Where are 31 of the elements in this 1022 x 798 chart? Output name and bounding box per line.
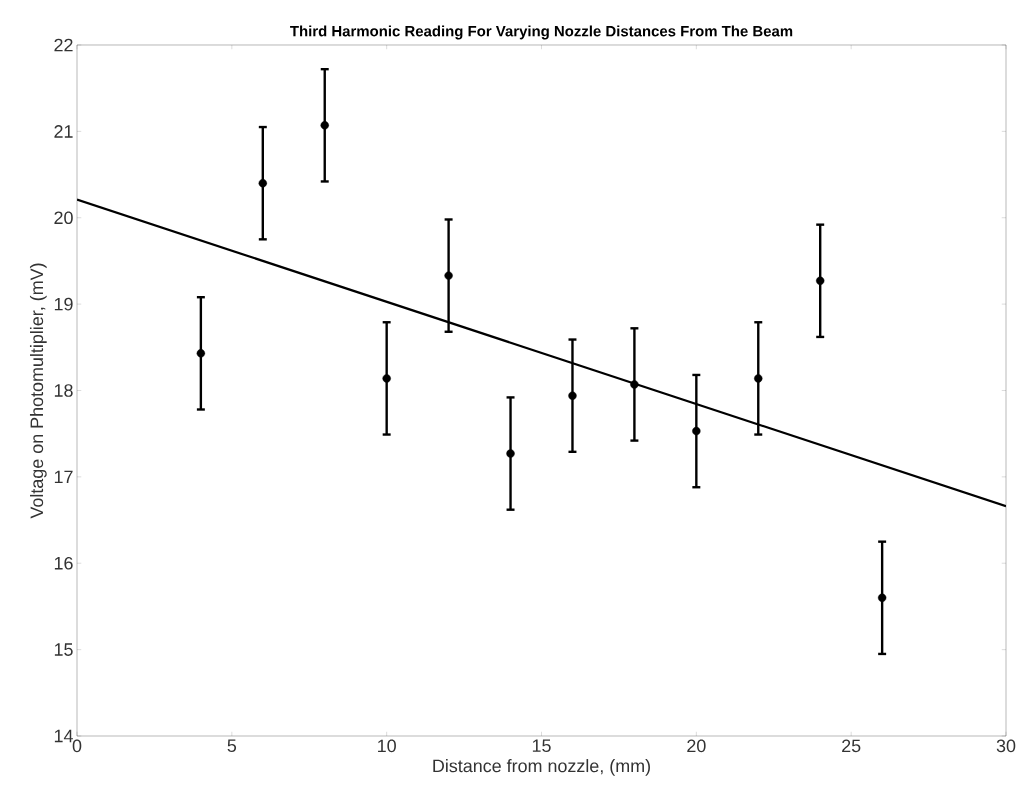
chart-title: Third Harmonic Reading For Varying Nozzle Distances From The Beam bbox=[290, 25, 793, 40]
x-tick-label: 15 bbox=[532, 739, 551, 753]
y-tick-label: 21 bbox=[54, 125, 73, 138]
point bbox=[320, 121, 329, 130]
y-tick-label: 16 bbox=[54, 556, 73, 570]
point bbox=[506, 449, 515, 458]
point bbox=[196, 349, 206, 358]
point bbox=[692, 426, 701, 436]
point bbox=[816, 276, 825, 285]
point bbox=[382, 374, 391, 383]
y-tick-label: 22 bbox=[54, 38, 73, 52]
y-tick-label: 20 bbox=[54, 211, 73, 225]
y-tick-label: 14 bbox=[54, 729, 73, 743]
x-tick-label: 30 bbox=[996, 739, 1016, 753]
point bbox=[754, 374, 763, 383]
y-tick-label: 18 bbox=[54, 384, 73, 397]
point bbox=[568, 391, 577, 400]
x-tick-label: 25 bbox=[842, 739, 861, 753]
y-tick-label: 17 bbox=[54, 470, 73, 484]
point bbox=[444, 271, 453, 280]
y-tick-label: 15 bbox=[54, 643, 73, 656]
y-axis-title: Voltage on Photomultiplier, (mV) bbox=[29, 263, 47, 519]
point bbox=[258, 179, 267, 188]
x-tick-label: 5 bbox=[227, 739, 237, 753]
point bbox=[630, 380, 639, 389]
point bbox=[877, 593, 887, 602]
x-tick-label: 0 bbox=[72, 739, 82, 753]
y-tick-label: 19 bbox=[54, 297, 73, 311]
x-axis-title: Distance from nozzle, (mm) bbox=[433, 759, 650, 776]
x-tick-label: 10 bbox=[378, 739, 396, 753]
x-tick-label: 20 bbox=[687, 739, 706, 753]
